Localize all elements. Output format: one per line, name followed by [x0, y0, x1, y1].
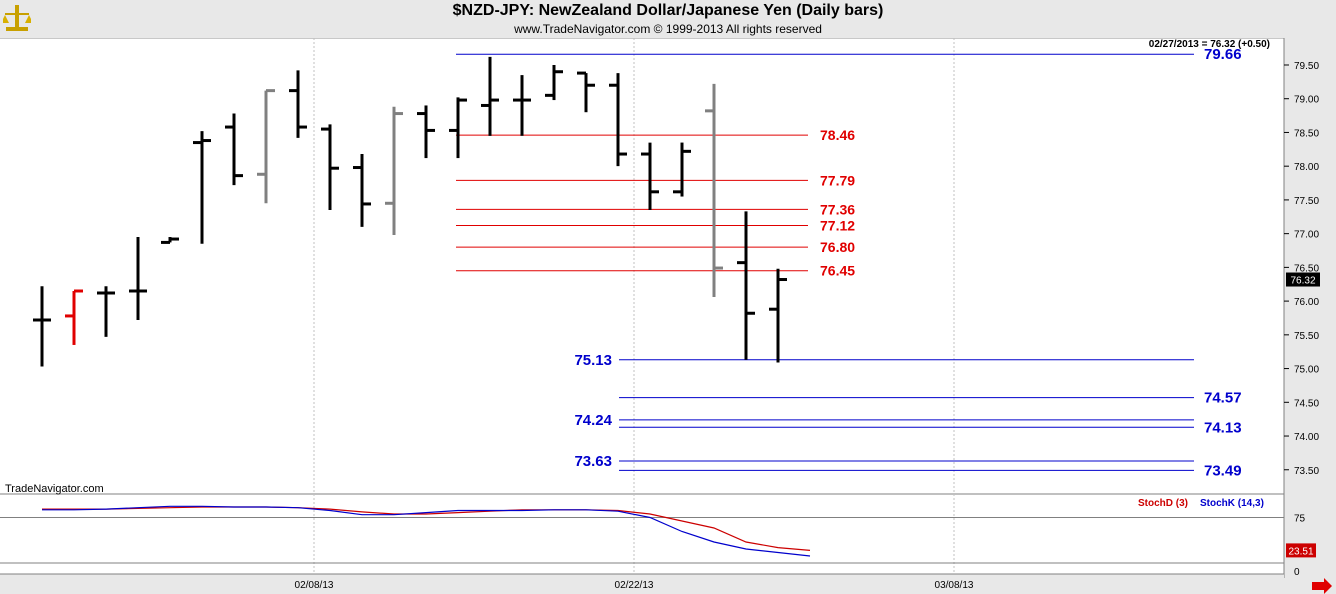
support-level-label: 74.24	[574, 412, 612, 429]
fib-level-label: 76.80	[820, 239, 855, 255]
price-tick-label: 79.00	[1294, 95, 1319, 106]
price-tick-label: 77.00	[1294, 230, 1319, 241]
last-price-tag-label: 76.32	[1290, 276, 1315, 287]
price-tick-label: 73.50	[1294, 466, 1319, 477]
support-level-label: 73.63	[574, 453, 612, 470]
chart-header: $NZD-JPY: NewZealand Dollar/Japanese Yen…	[0, 0, 1336, 39]
price-tick-label: 79.50	[1294, 61, 1319, 72]
price-tick-label: 74.00	[1294, 432, 1319, 443]
price-tick-label: 76.50	[1294, 263, 1319, 274]
date-axis-panel	[0, 574, 1284, 594]
ohlc-bar	[289, 70, 307, 138]
price-tick-label: 74.50	[1294, 398, 1319, 409]
ohlc-bar	[321, 124, 339, 211]
stoch-d-legend: StochD (3)	[1138, 498, 1188, 509]
stoch-tick-label: 75	[1294, 514, 1306, 525]
date-label: 03/08/13	[935, 580, 974, 591]
stoch-k-legend: StochK (14,3)	[1200, 498, 1264, 509]
next-arrow-icon[interactable]	[1312, 578, 1332, 594]
fib-level-label: 77.36	[820, 201, 855, 217]
ohlc-bar	[609, 73, 627, 167]
ohlc-bar	[193, 131, 211, 244]
ohlc-bar	[513, 75, 531, 136]
stoch-value-tag	[1286, 543, 1316, 558]
price-tick-label: 75.50	[1294, 331, 1319, 342]
support-level-label: 79.66	[1204, 46, 1242, 63]
ohlc-bar	[33, 286, 51, 367]
stoch-tick-label: 0	[1294, 567, 1300, 578]
ohlc-bar	[769, 268, 787, 363]
price-axis-panel	[1284, 38, 1336, 594]
ohlc-bar	[737, 211, 755, 360]
fib-level-label: 77.12	[820, 218, 855, 234]
price-tick-label: 78.00	[1294, 162, 1319, 173]
ohlc-bar	[161, 237, 179, 244]
ohlc-bar	[225, 113, 243, 186]
price-tick-label: 78.50	[1294, 128, 1319, 139]
ohlc-bar	[129, 237, 147, 320]
stoch-k-line	[42, 505, 811, 557]
scales-logo-icon[interactable]	[3, 3, 31, 33]
ohlc-bar	[97, 286, 115, 337]
price-tick-label: 76.00	[1294, 297, 1319, 308]
ohlc-bar	[545, 64, 563, 101]
fib-level-label: 76.45	[820, 263, 855, 279]
price-tick-label: 77.50	[1294, 196, 1319, 207]
price-tick-label: 75.00	[1294, 365, 1319, 376]
ohlc-bar	[417, 105, 435, 159]
date-label: 02/22/13	[615, 580, 654, 591]
date-label: 02/08/13	[295, 580, 334, 591]
ohlc-bar	[705, 83, 723, 298]
ohlc-bar	[385, 106, 403, 235]
ohlc-bar	[673, 142, 691, 197]
ohlc-bar	[449, 97, 467, 159]
ohlc-bar	[65, 289, 83, 345]
ohlc-bar	[641, 142, 659, 211]
stoch-value-label: 23.51	[1288, 546, 1313, 557]
support-level-label: 75.13	[574, 352, 612, 369]
chart-title: $NZD-JPY: NewZealand Dollar/Japanese Yen…	[452, 2, 884, 19]
ohlc-bar	[577, 71, 595, 113]
support-level-label: 74.13	[1204, 419, 1242, 436]
watermark: TradeNavigator.com	[5, 483, 104, 495]
copyright-notice: www.TradeNavigator.com © 1999-2013 All r…	[514, 22, 822, 36]
ohlc-bar	[481, 56, 499, 136]
price-readout: 02/27/2013 = 76.32 (+0.50)	[1149, 39, 1270, 50]
support-level-label: 73.49	[1204, 462, 1242, 479]
ohlc-bar	[353, 154, 371, 227]
ohlc-bar	[257, 89, 275, 204]
stoch-d-line	[42, 506, 811, 551]
support-level-label: 74.57	[1204, 390, 1242, 407]
last-price-tag	[1286, 272, 1320, 287]
fib-level-label: 77.79	[820, 172, 855, 188]
fib-level-label: 78.46	[820, 127, 855, 143]
